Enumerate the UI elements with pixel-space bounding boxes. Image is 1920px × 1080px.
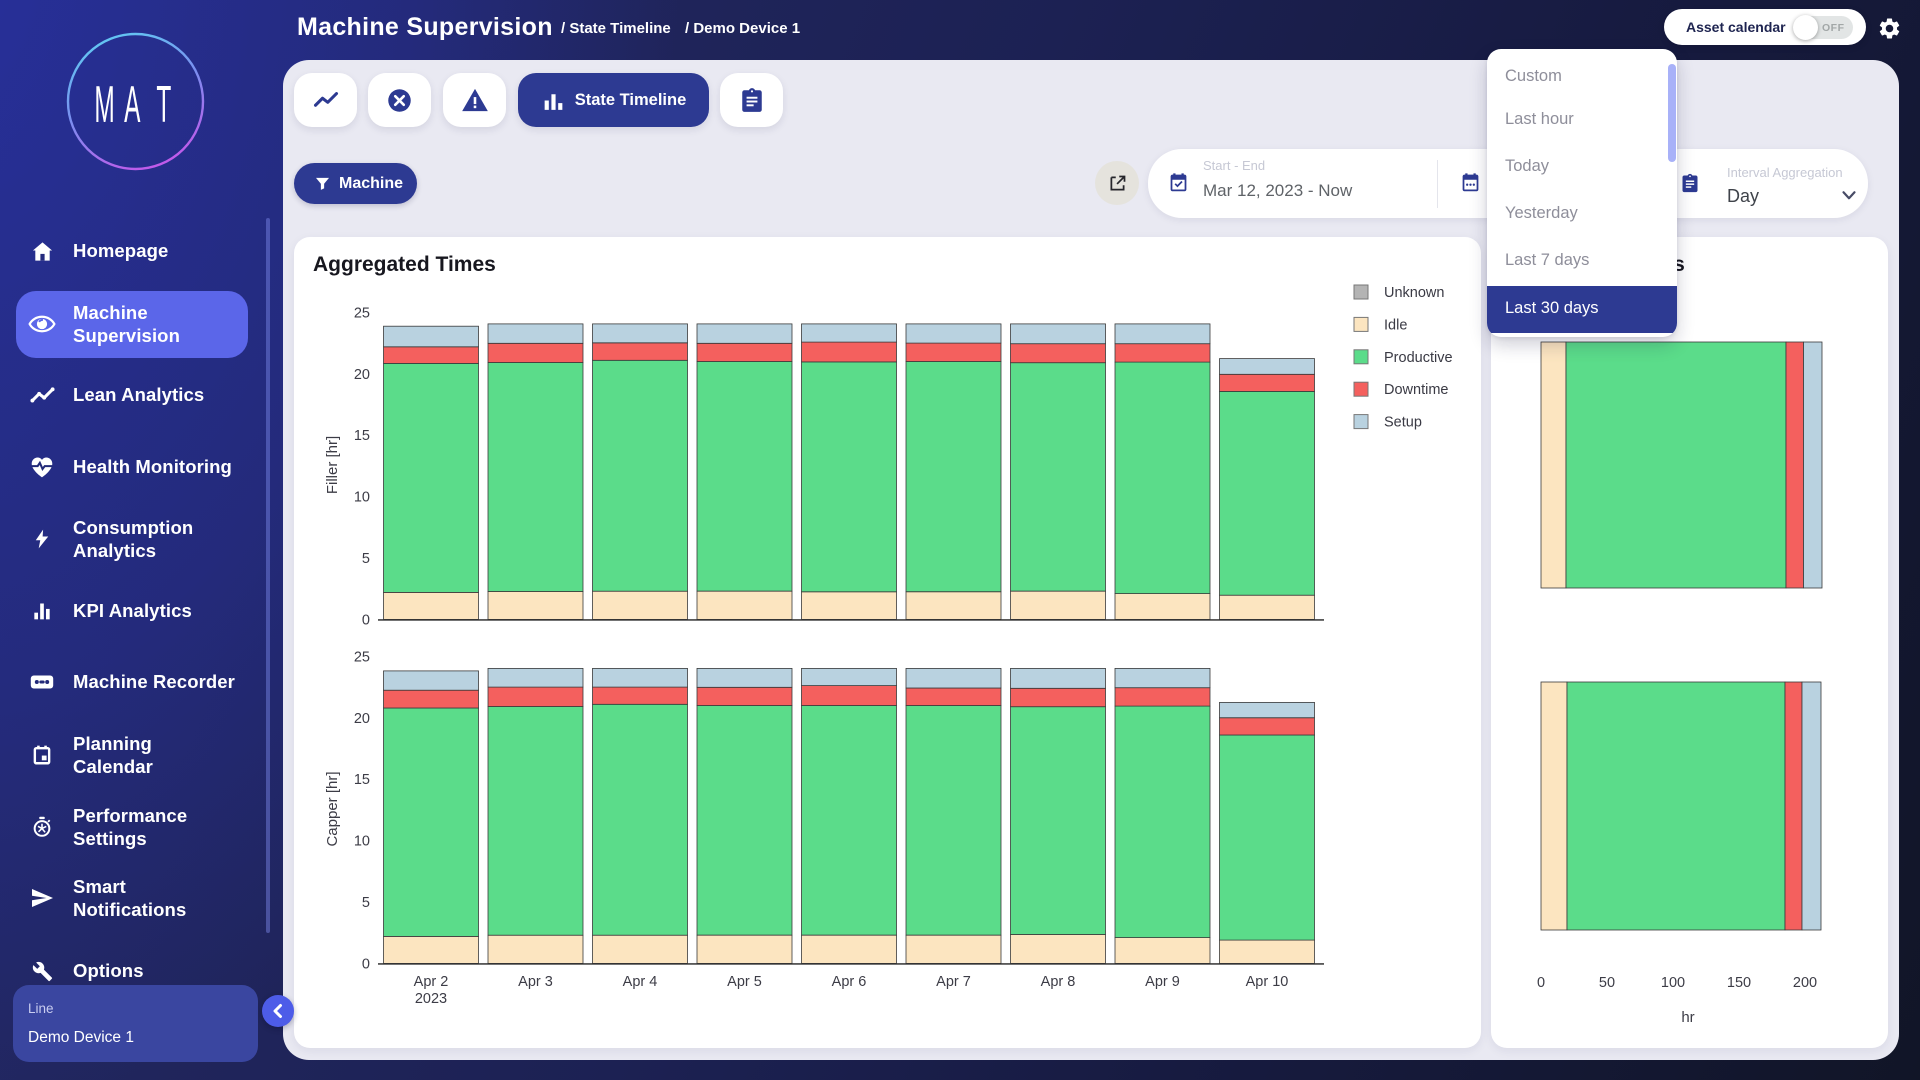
svg-text:100: 100 bbox=[1661, 975, 1685, 991]
svg-text:2023: 2023 bbox=[415, 991, 447, 1007]
svg-text:Apr 5: Apr 5 bbox=[727, 974, 762, 990]
svg-text:25: 25 bbox=[354, 305, 370, 321]
svg-text:Apr 2: Apr 2 bbox=[414, 974, 449, 990]
svg-text:10: 10 bbox=[354, 490, 370, 506]
svg-text:Apr 4: Apr 4 bbox=[623, 974, 658, 990]
svg-text:Apr 3: Apr 3 bbox=[518, 974, 553, 990]
svg-text:200: 200 bbox=[1793, 975, 1817, 991]
svg-text:Capper [hr]: Capper [hr] bbox=[324, 771, 341, 846]
svg-text:M: M bbox=[94, 75, 114, 134]
svg-text:Idle: Idle bbox=[1384, 317, 1407, 333]
svg-text:25: 25 bbox=[354, 649, 370, 665]
svg-text:Apr 9: Apr 9 bbox=[1145, 974, 1180, 990]
svg-text:0: 0 bbox=[1537, 975, 1545, 991]
svg-text:Downtime: Downtime bbox=[1384, 382, 1448, 398]
svg-text:5: 5 bbox=[362, 895, 370, 911]
svg-text:Setup: Setup bbox=[1384, 415, 1422, 431]
svg-text:T: T bbox=[156, 75, 171, 134]
svg-text:Filler [hr]: Filler [hr] bbox=[324, 436, 341, 494]
svg-text:Apr 10: Apr 10 bbox=[1246, 974, 1289, 990]
svg-text:20: 20 bbox=[354, 367, 370, 383]
svg-text:hr: hr bbox=[1681, 1009, 1694, 1026]
svg-text:10: 10 bbox=[354, 834, 370, 850]
svg-text:Productive: Productive bbox=[1384, 350, 1453, 366]
svg-text:15: 15 bbox=[354, 428, 370, 444]
svg-text:Apr 8: Apr 8 bbox=[1041, 974, 1076, 990]
svg-text:50: 50 bbox=[1599, 975, 1615, 991]
svg-text:Apr 6: Apr 6 bbox=[832, 974, 867, 990]
svg-text:15: 15 bbox=[354, 772, 370, 788]
svg-text:5: 5 bbox=[362, 551, 370, 567]
svg-text:Unknown: Unknown bbox=[1384, 285, 1444, 301]
svg-text:Apr 7: Apr 7 bbox=[936, 974, 971, 990]
svg-text:20: 20 bbox=[354, 711, 370, 727]
svg-text:0: 0 bbox=[362, 612, 370, 628]
svg-text:0: 0 bbox=[362, 956, 370, 972]
svg-text:150: 150 bbox=[1727, 975, 1751, 991]
svg-text:A: A bbox=[124, 75, 140, 134]
